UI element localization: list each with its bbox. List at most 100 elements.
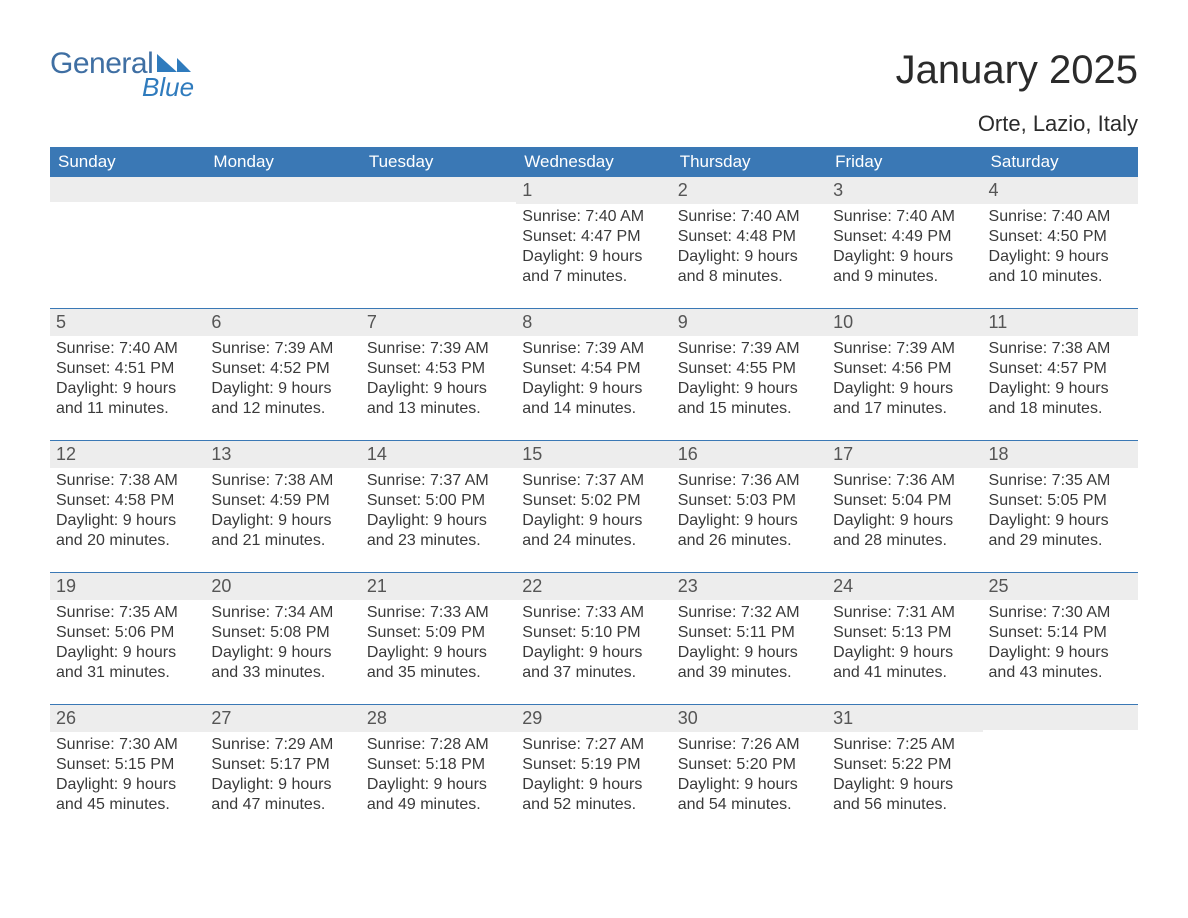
title-block: January 2025 Orte, Lazio, Italy [896, 48, 1138, 137]
day-cell [205, 177, 360, 308]
day-cell: 27Sunrise: 7:29 AMSunset: 5:17 PMDayligh… [205, 705, 360, 836]
sun-line: and 13 minutes. [367, 399, 510, 419]
sun-line: Sunrise: 7:28 AM [367, 735, 510, 755]
sun-line: Daylight: 9 hours [678, 247, 821, 267]
logo: General Blue [50, 48, 194, 101]
day-number [50, 177, 205, 202]
sun-line: and 41 minutes. [833, 663, 976, 683]
sun-line: Sunset: 4:50 PM [989, 227, 1132, 247]
day-number: 7 [361, 309, 516, 336]
sun-line: Sunset: 4:54 PM [522, 359, 665, 379]
day-cell: 24Sunrise: 7:31 AMSunset: 5:13 PMDayligh… [827, 573, 982, 704]
sun-line: Sunrise: 7:38 AM [211, 471, 354, 491]
day-number: 31 [827, 705, 982, 732]
day-cell: 23Sunrise: 7:32 AMSunset: 5:11 PMDayligh… [672, 573, 827, 704]
day-cell: 18Sunrise: 7:35 AMSunset: 5:05 PMDayligh… [983, 441, 1138, 572]
day-number: 18 [983, 441, 1138, 468]
sun-line: Sunset: 5:13 PM [833, 623, 976, 643]
sun-line: Sunset: 5:10 PM [522, 623, 665, 643]
sun-line: Sunset: 5:19 PM [522, 755, 665, 775]
sun-line: and 39 minutes. [678, 663, 821, 683]
sun-line: and 43 minutes. [989, 663, 1132, 683]
day-cell: 8Sunrise: 7:39 AMSunset: 4:54 PMDaylight… [516, 309, 671, 440]
day-number: 29 [516, 705, 671, 732]
day-body: Sunrise: 7:31 AMSunset: 5:13 PMDaylight:… [827, 600, 982, 683]
day-number: 13 [205, 441, 360, 468]
day-body: Sunrise: 7:32 AMSunset: 5:11 PMDaylight:… [672, 600, 827, 683]
week-row: 5Sunrise: 7:40 AMSunset: 4:51 PMDaylight… [50, 308, 1138, 440]
sun-line: Daylight: 9 hours [678, 775, 821, 795]
weekday-sat: Saturday [983, 147, 1138, 177]
sun-line: Daylight: 9 hours [56, 379, 199, 399]
header: General Blue January 2025 Orte, Lazio, I… [50, 48, 1138, 137]
sun-line: Daylight: 9 hours [678, 511, 821, 531]
sun-line: and 35 minutes. [367, 663, 510, 683]
sun-line: Sunrise: 7:31 AM [833, 603, 976, 623]
sun-line: Sunrise: 7:26 AM [678, 735, 821, 755]
sun-line: Daylight: 9 hours [367, 775, 510, 795]
day-cell: 31Sunrise: 7:25 AMSunset: 5:22 PMDayligh… [827, 705, 982, 836]
sun-line: and 28 minutes. [833, 531, 976, 551]
week-row: 19Sunrise: 7:35 AMSunset: 5:06 PMDayligh… [50, 572, 1138, 704]
day-body: Sunrise: 7:39 AMSunset: 4:52 PMDaylight:… [205, 336, 360, 419]
day-cell: 11Sunrise: 7:38 AMSunset: 4:57 PMDayligh… [983, 309, 1138, 440]
sun-line: Sunset: 4:48 PM [678, 227, 821, 247]
day-body: Sunrise: 7:39 AMSunset: 4:56 PMDaylight:… [827, 336, 982, 419]
sun-line: and 47 minutes. [211, 795, 354, 815]
logo-word1: General [50, 48, 153, 80]
sun-line: Sunset: 4:47 PM [522, 227, 665, 247]
day-cell: 3Sunrise: 7:40 AMSunset: 4:49 PMDaylight… [827, 177, 982, 308]
day-body: Sunrise: 7:39 AMSunset: 4:54 PMDaylight:… [516, 336, 671, 419]
weekday-sun: Sunday [50, 147, 205, 177]
day-number: 15 [516, 441, 671, 468]
day-cell: 17Sunrise: 7:36 AMSunset: 5:04 PMDayligh… [827, 441, 982, 572]
day-cell: 19Sunrise: 7:35 AMSunset: 5:06 PMDayligh… [50, 573, 205, 704]
sun-line: and 14 minutes. [522, 399, 665, 419]
day-cell: 2Sunrise: 7:40 AMSunset: 4:48 PMDaylight… [672, 177, 827, 308]
sun-line: and 33 minutes. [211, 663, 354, 683]
sun-line: Sunrise: 7:33 AM [367, 603, 510, 623]
sun-line: Daylight: 9 hours [211, 379, 354, 399]
location: Orte, Lazio, Italy [896, 111, 1138, 137]
day-cell: 29Sunrise: 7:27 AMSunset: 5:19 PMDayligh… [516, 705, 671, 836]
sun-line: Daylight: 9 hours [522, 643, 665, 663]
week-row: 12Sunrise: 7:38 AMSunset: 4:58 PMDayligh… [50, 440, 1138, 572]
day-body [983, 730, 1138, 733]
sun-line: Daylight: 9 hours [211, 775, 354, 795]
weeks-container: 1Sunrise: 7:40 AMSunset: 4:47 PMDaylight… [50, 177, 1138, 836]
sun-line: Daylight: 9 hours [833, 379, 976, 399]
sun-line: Daylight: 9 hours [367, 379, 510, 399]
calendar: Sunday Monday Tuesday Wednesday Thursday… [50, 147, 1138, 836]
day-number [205, 177, 360, 202]
day-cell: 12Sunrise: 7:38 AMSunset: 4:58 PMDayligh… [50, 441, 205, 572]
sun-line: and 10 minutes. [989, 267, 1132, 287]
day-cell: 22Sunrise: 7:33 AMSunset: 5:10 PMDayligh… [516, 573, 671, 704]
day-body: Sunrise: 7:38 AMSunset: 4:59 PMDaylight:… [205, 468, 360, 551]
sun-line: Daylight: 9 hours [522, 247, 665, 267]
sun-line: and 7 minutes. [522, 267, 665, 287]
day-body: Sunrise: 7:39 AMSunset: 4:55 PMDaylight:… [672, 336, 827, 419]
calendar-page: General Blue January 2025 Orte, Lazio, I… [0, 0, 1188, 866]
sun-line: Daylight: 9 hours [211, 643, 354, 663]
sun-line: and 31 minutes. [56, 663, 199, 683]
day-number: 26 [50, 705, 205, 732]
sun-line: Sunset: 4:55 PM [678, 359, 821, 379]
sun-line: Sunrise: 7:39 AM [522, 339, 665, 359]
sun-line: Sunset: 4:51 PM [56, 359, 199, 379]
sun-line: and 20 minutes. [56, 531, 199, 551]
sun-line: Sunrise: 7:35 AM [56, 603, 199, 623]
day-number: 25 [983, 573, 1138, 600]
week-row: 26Sunrise: 7:30 AMSunset: 5:15 PMDayligh… [50, 704, 1138, 836]
day-number: 21 [361, 573, 516, 600]
day-cell: 28Sunrise: 7:28 AMSunset: 5:18 PMDayligh… [361, 705, 516, 836]
day-body: Sunrise: 7:36 AMSunset: 5:04 PMDaylight:… [827, 468, 982, 551]
sun-line: Daylight: 9 hours [833, 775, 976, 795]
sun-line: and 15 minutes. [678, 399, 821, 419]
sun-line: Sunset: 4:57 PM [989, 359, 1132, 379]
weekday-header: Sunday Monday Tuesday Wednesday Thursday… [50, 147, 1138, 177]
day-cell: 30Sunrise: 7:26 AMSunset: 5:20 PMDayligh… [672, 705, 827, 836]
sun-line: Daylight: 9 hours [989, 643, 1132, 663]
sun-line: Sunrise: 7:38 AM [56, 471, 199, 491]
sun-line: Sunrise: 7:39 AM [367, 339, 510, 359]
sun-line: Sunrise: 7:40 AM [522, 207, 665, 227]
